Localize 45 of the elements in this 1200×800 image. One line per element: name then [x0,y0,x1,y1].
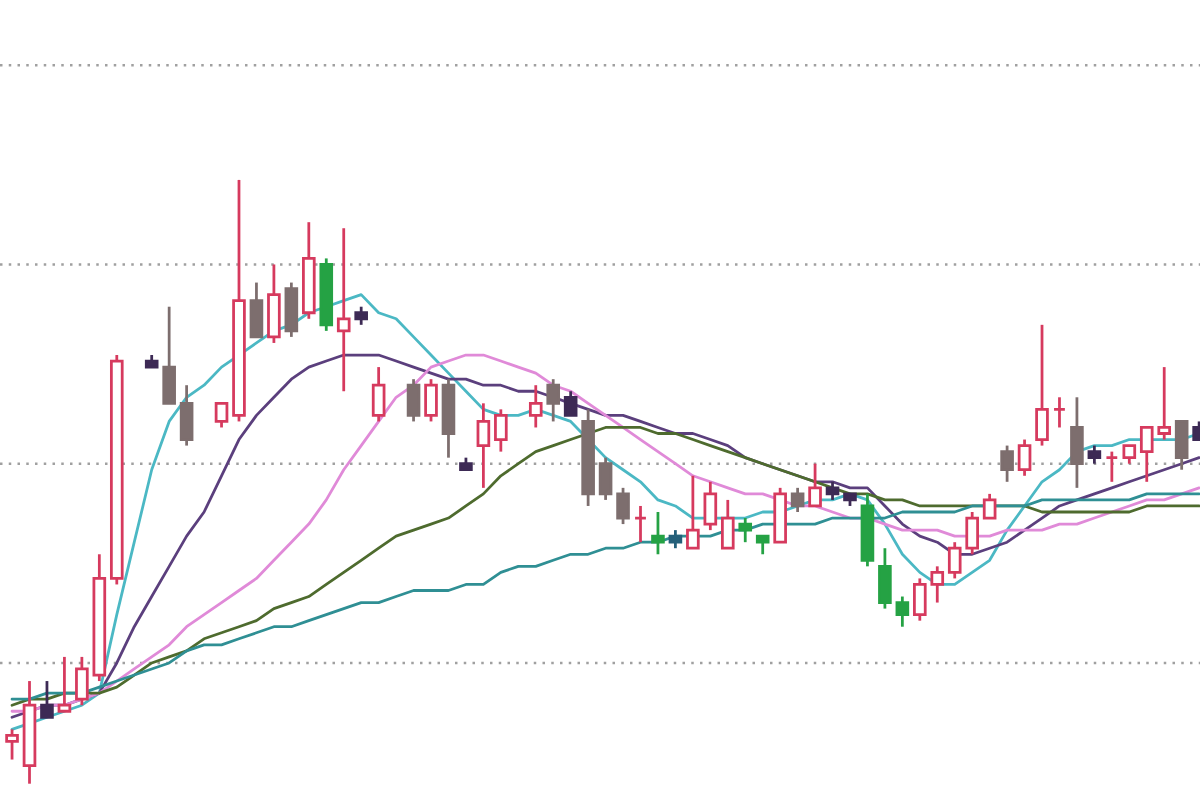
candlestick [755,534,770,556]
candlestick [808,462,822,508]
candlestick [1035,323,1049,447]
candlestick [40,679,54,719]
candlestick [1017,438,1032,478]
candlestick [1000,444,1014,484]
candlestick [179,383,194,447]
candlestick [249,281,264,339]
candlestick [790,486,805,514]
candlestick [528,383,543,429]
candlestick [563,389,578,417]
candlestick [1070,395,1084,490]
candlestick [476,401,491,490]
candlestick [668,528,683,550]
candlestick [5,727,19,761]
candlestick [1087,444,1102,466]
candlestick [494,407,508,454]
candlestick [720,498,735,550]
candlestick [895,595,910,629]
candlestick [162,305,176,405]
candlestick [616,486,630,526]
candlestick [1105,450,1119,484]
candlestick [424,377,438,423]
candlestick [284,281,299,339]
candlestick [75,655,89,707]
candlestick [406,377,421,423]
candlestick [1122,444,1137,466]
candlestick [703,480,718,532]
candlestick [686,474,700,550]
candlestick [825,480,840,502]
candlestick [878,546,892,610]
candlestick [738,516,753,544]
candlestick [598,456,613,502]
candlestick [267,263,281,345]
candlestick [57,655,72,713]
candlestick [546,377,561,423]
candlestick [1174,420,1189,472]
candlestick [982,492,997,520]
candlestick [1052,395,1067,429]
candlestick [354,305,368,327]
candlestick [214,401,229,429]
candlestick [633,504,648,544]
candlestick [651,510,665,556]
candlestick [371,365,386,423]
candlestick [336,226,351,393]
